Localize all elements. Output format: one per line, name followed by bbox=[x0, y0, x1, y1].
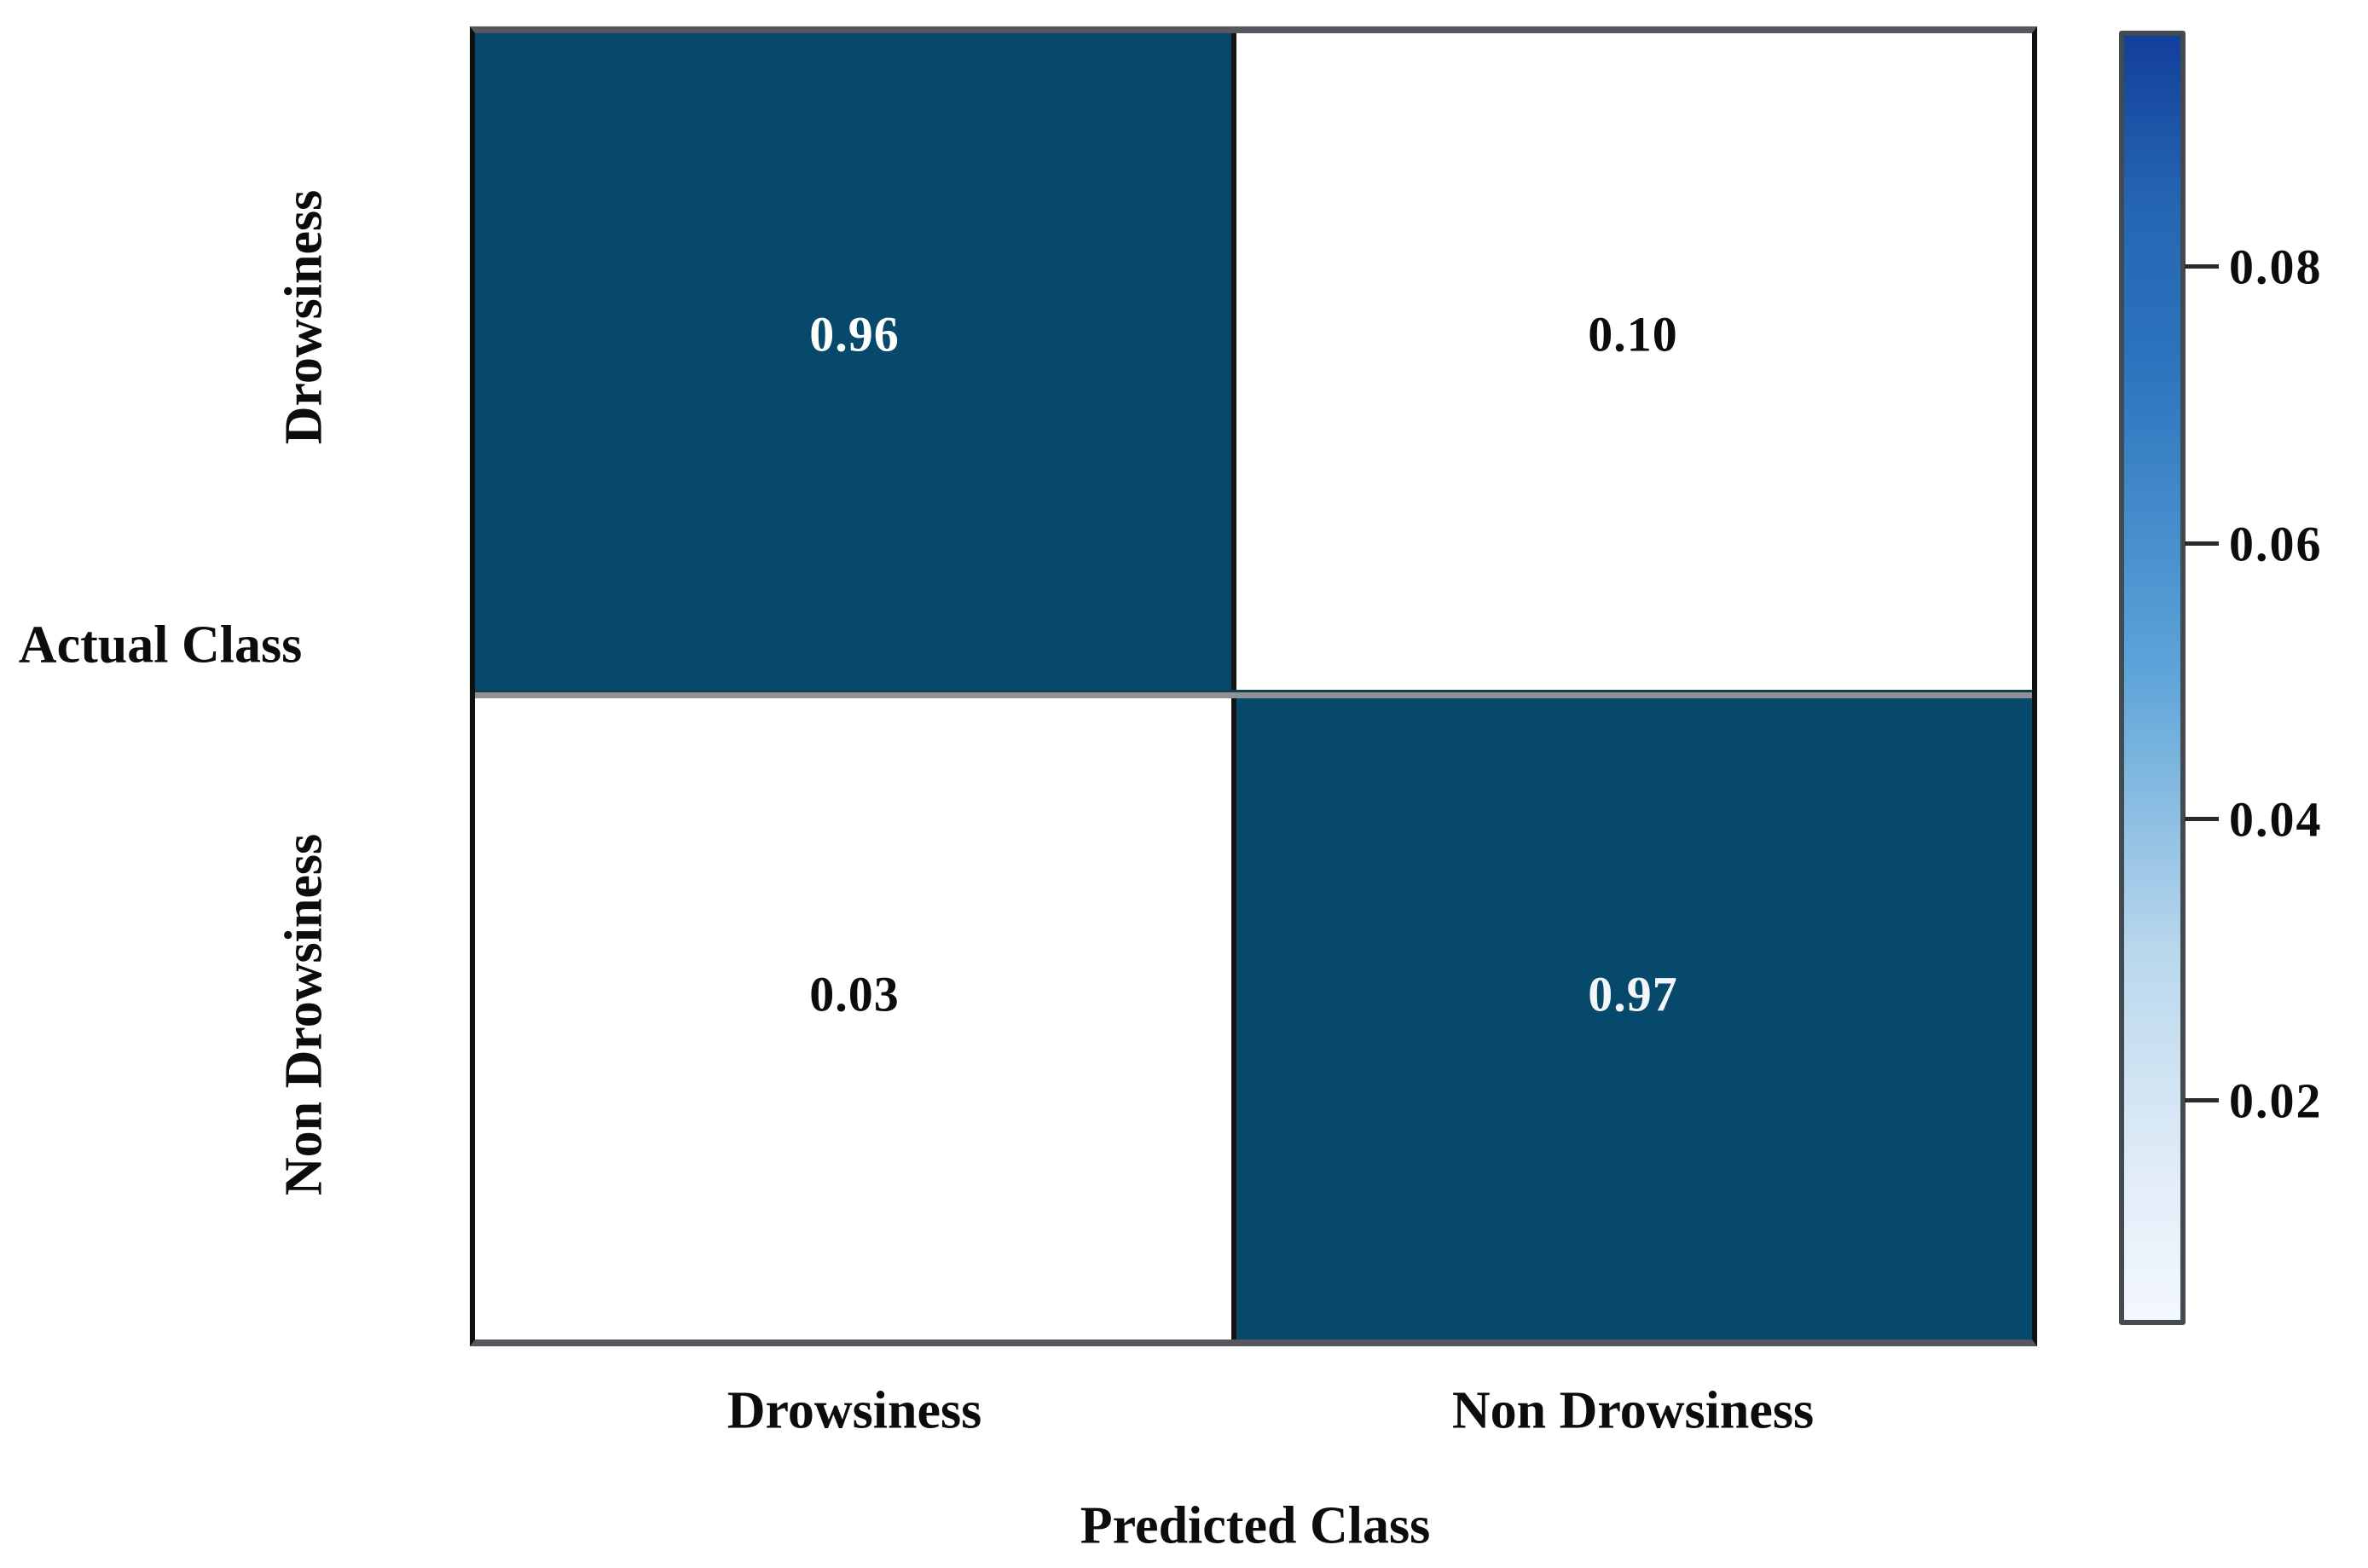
matrix-cell-actual-drowsiness-pred-non-drowsiness bbox=[1234, 32, 2032, 695]
matrix-cell-actual-non-drowsiness-pred-drowsiness bbox=[475, 695, 1234, 1340]
colorbar-tick-mark bbox=[2185, 264, 2219, 269]
colorbar-tick-label: 0.02 bbox=[2229, 1073, 2323, 1129]
colorbar-tick-label: 0.04 bbox=[2229, 791, 2323, 848]
colorbar-tick-mark bbox=[2185, 541, 2219, 546]
cell-value: 0.03 bbox=[809, 966, 900, 1022]
y-axis-title: Actual Class bbox=[18, 616, 303, 674]
colorbar-tick-mark bbox=[2185, 817, 2219, 821]
cell-value: 0.96 bbox=[809, 306, 900, 362]
x-tick-label-drowsiness: Drowsiness bbox=[727, 1381, 982, 1440]
colorbar-tick-label: 0.06 bbox=[2229, 516, 2323, 572]
x-tick-label-non-drowsiness: Non Drowsiness bbox=[1451, 1381, 1815, 1440]
y-tick-label-drowsiness: Drowsiness bbox=[275, 189, 333, 445]
matrix-column-divider bbox=[1231, 32, 1236, 1340]
x-axis-title: Predicted Class bbox=[1080, 1496, 1431, 1555]
matrix-cell-actual-non-drowsiness-pred-non-drowsiness bbox=[1234, 695, 2032, 1340]
colorbar-tick-label: 0.08 bbox=[2229, 239, 2323, 295]
cell-value: 0.10 bbox=[1588, 306, 1678, 362]
matrix-row-divider bbox=[475, 692, 2032, 698]
colorbar bbox=[2119, 31, 2186, 1325]
colorbar-tick-mark bbox=[2185, 1098, 2219, 1102]
y-tick-label-non-drowsiness: Non Drowsiness bbox=[275, 833, 333, 1196]
matrix-cell-actual-drowsiness-pred-drowsiness bbox=[475, 32, 1234, 695]
cell-value: 0.97 bbox=[1588, 966, 1678, 1022]
